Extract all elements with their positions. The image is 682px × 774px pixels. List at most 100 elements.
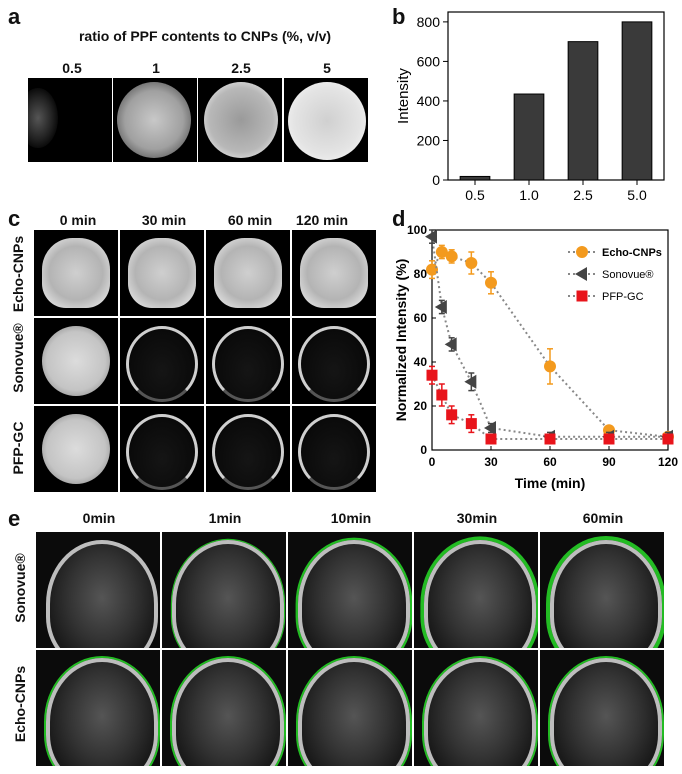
legend-label: Sonovue®	[602, 269, 654, 281]
ultrasound-image-c-r1-c1	[34, 230, 118, 316]
panel-a-label-1: 0.5	[62, 60, 82, 76]
data-point	[485, 276, 497, 289]
panel-e-time-4: 30min	[456, 510, 498, 526]
y-tick-label: 400	[417, 93, 441, 109]
panel-c-time-4: 120 min	[295, 212, 349, 228]
panel-c-row-label-3: PFP-GC	[10, 421, 26, 475]
bar-2.5	[567, 41, 599, 181]
data-point	[662, 433, 674, 445]
ultrasound-image-a-3	[198, 78, 282, 162]
y-tick-label: 60	[414, 311, 428, 325]
ultrasound-overlay-e-r1-c3	[288, 532, 412, 648]
panel-letter-d: d	[392, 206, 406, 231]
y-tick-label: 0	[420, 443, 427, 457]
y-tick-label: 40	[414, 355, 428, 369]
y-tick-label: 200	[417, 132, 441, 148]
ultrasound-image-c-r2-c3	[206, 318, 290, 404]
panel-c-time-2: 30 min	[141, 212, 187, 228]
ultrasound-image-a-1	[28, 78, 112, 162]
ultrasound-overlay-e-r2-c2	[162, 650, 286, 766]
ultrasound-image-c-r3-c3	[206, 406, 290, 492]
bar-0.5	[459, 175, 491, 181]
ultrasound-image-a-2	[113, 78, 197, 162]
panel-e-time-3: 10min	[330, 510, 372, 526]
y-axis-label: Normalized Intensity (%)	[393, 259, 409, 422]
plot-frame	[447, 11, 665, 181]
data-point	[436, 389, 448, 401]
panel-d-scatter-chart: 0 20 40 60 80 100 0 30 60 90 120 Time (min) Normaliz…	[393, 223, 678, 491]
x-axis-label: Time (min)	[515, 475, 586, 491]
x-tick-label: 1.0	[519, 187, 539, 200]
panel-c-row-label-1: Echo-CNPs	[10, 235, 26, 313]
panel-e-row-label-1: Sonovue®	[12, 553, 28, 623]
bar-1.0	[513, 93, 545, 181]
panel-letter-a: a	[8, 4, 21, 29]
panel-e-time-5: 60min	[582, 510, 624, 526]
panel-a-label-3: 2.5	[231, 60, 251, 76]
y-tick-label: 100	[407, 223, 427, 237]
x-tick-label: 2.5	[573, 187, 593, 200]
x-tick-label: 120	[658, 455, 678, 469]
data-point	[426, 369, 438, 381]
x-tick-label: 60	[543, 455, 557, 469]
ultrasound-image-c-r3-c2	[120, 406, 204, 492]
data-point	[544, 360, 556, 373]
data-point	[445, 250, 458, 263]
ultrasound-image-c-r3-c4	[292, 406, 376, 492]
panel-e-time-1: 0min	[82, 510, 116, 526]
panel-e: 0min 1min 10min 30min 60min Sonovue® Ech…	[0, 500, 682, 774]
ultrasound-overlay-e-r1-c5	[540, 532, 664, 648]
x-tick-label: 5.0	[627, 187, 647, 200]
data-point	[426, 263, 438, 276]
trend-line	[431, 236, 668, 438]
data-point	[444, 337, 457, 352]
ultrasound-overlay-e-r2-c1	[36, 650, 160, 766]
data-point	[425, 229, 437, 244]
legend-marker	[575, 267, 587, 281]
data-point	[485, 433, 497, 445]
ultrasound-image-c-r2-c2	[120, 318, 204, 404]
panel-letter-c: c	[8, 206, 21, 231]
data-point	[465, 418, 477, 430]
data-point	[484, 421, 496, 435]
ultrasound-overlay-e-r1-c4	[414, 532, 538, 648]
ultrasound-overlay-e-r2-c4	[414, 650, 538, 766]
ultrasound-image-c-r1-c3	[206, 230, 290, 316]
x-tick-label: 0.5	[465, 187, 485, 200]
x-tick-label: 30	[484, 455, 498, 469]
data-point	[446, 409, 458, 421]
panel-c-row-label-2: Sonovue®	[10, 323, 26, 393]
data-point	[434, 300, 447, 314]
x-tick-label: 90	[602, 455, 616, 469]
panel-a: ratio of PPF contents to CNPs (%, v/v) 0…	[0, 0, 392, 200]
panel-c: 0 min 30 min 60 min 120 min Echo-CNPs So…	[0, 200, 376, 500]
ultrasound-overlay-e-r1-c1	[36, 532, 160, 648]
x-tick-label: 0	[429, 455, 436, 469]
panel-c-image-grid	[34, 230, 376, 494]
ultrasound-image-c-r3-c1	[34, 406, 118, 492]
ultrasound-image-c-r1-c2	[120, 230, 204, 316]
data-point	[465, 257, 478, 269]
ultrasound-image-a-4	[284, 78, 368, 162]
y-tick-label: 0	[432, 172, 440, 188]
y-tick-label: 800	[417, 14, 441, 30]
panel-letter-b: b	[392, 4, 406, 29]
trend-line	[431, 374, 668, 440]
legend-marker	[576, 290, 588, 302]
series-Sonovue®: Sonovue®	[425, 229, 673, 444]
y-axis-label: Intensity	[395, 68, 412, 124]
data-point	[544, 433, 556, 445]
panel-a-title: ratio of PPF contents to CNPs (%, v/v)	[78, 28, 332, 44]
legend-label: Echo-CNPs	[602, 247, 662, 259]
y-tick-label: 80	[414, 267, 428, 281]
data-point	[464, 374, 477, 389]
panel-c-time-1: 0 min	[59, 212, 97, 228]
data-point	[603, 433, 615, 445]
ultrasound-overlay-e-r1-c2	[162, 532, 286, 648]
panel-e-row-label-2: Echo-CNPs	[12, 665, 28, 743]
ultrasound-overlay-e-r2-c3	[288, 650, 412, 766]
y-tick-label: 20	[414, 399, 428, 413]
ultrasound-image-c-r2-c4	[292, 318, 376, 404]
data-point	[435, 246, 448, 258]
